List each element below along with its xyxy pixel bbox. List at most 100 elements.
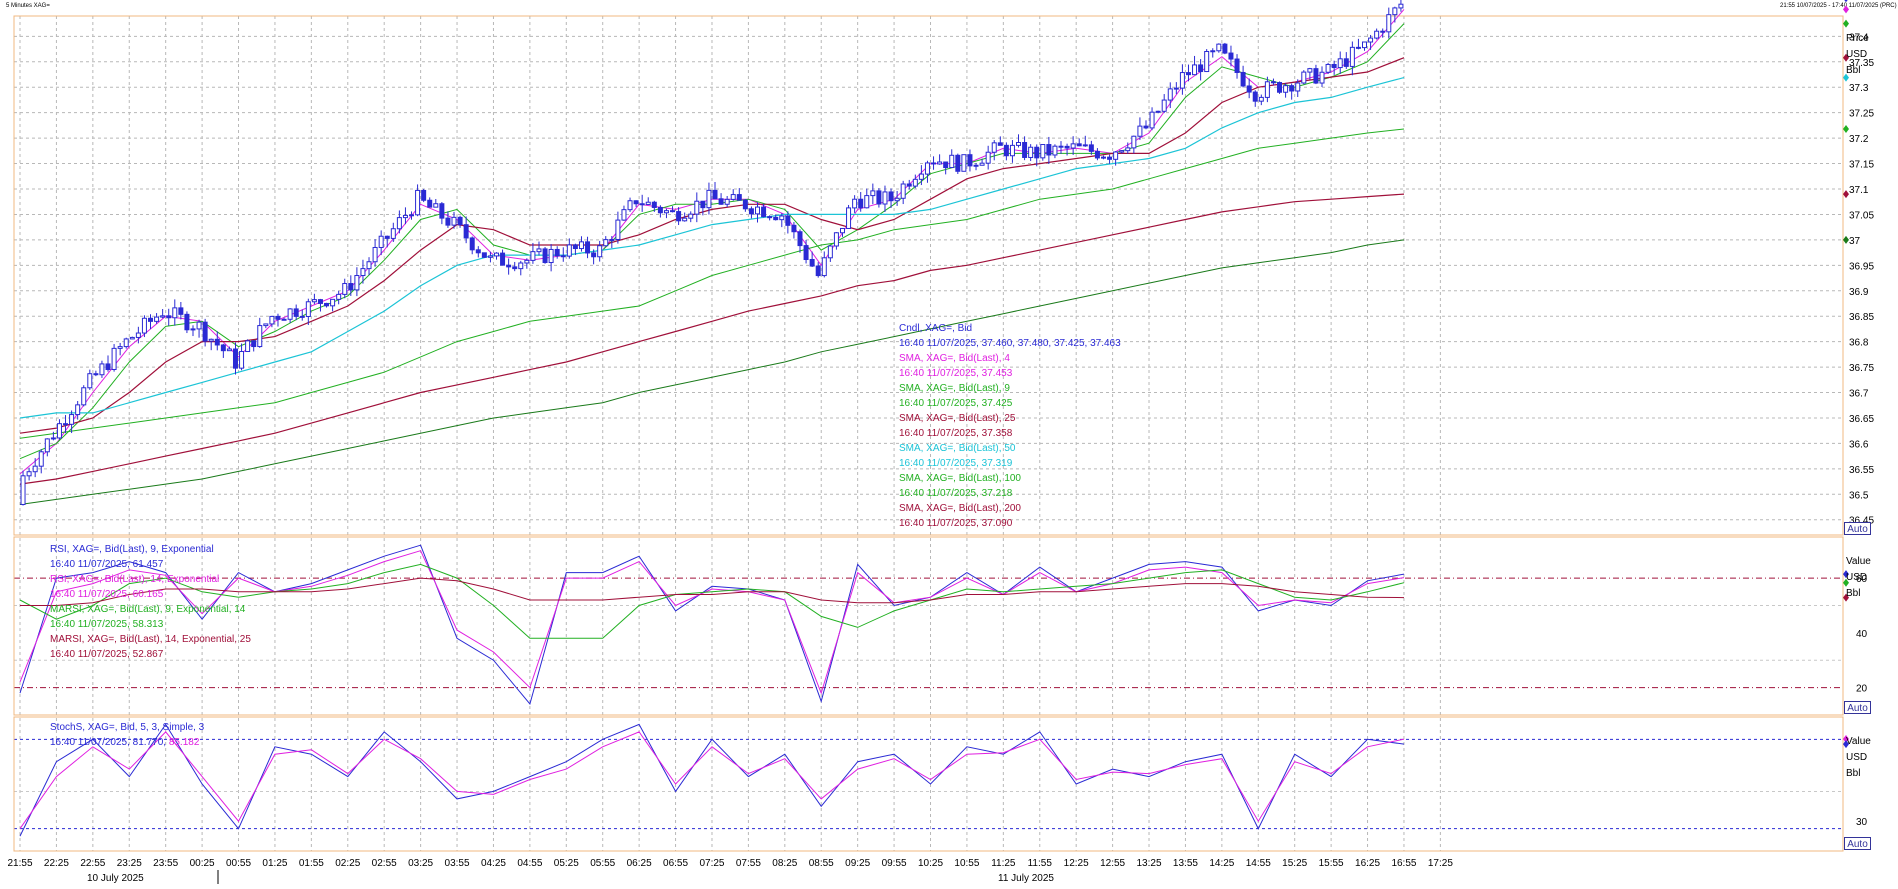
time-label: 04:25: [481, 858, 506, 869]
price-marker: [1844, 0, 1848, 3]
candle-body: [226, 348, 232, 352]
price-tick-label: 37: [1849, 236, 1861, 247]
time-label: 00:55: [226, 858, 251, 869]
time-label: 01:55: [299, 858, 324, 869]
stoch-k-value: 16:40 11/07/2025, 81.770,: [50, 737, 169, 748]
candle-body: [257, 325, 263, 348]
candle-body: [1088, 144, 1094, 152]
candle-body: [208, 338, 214, 342]
candle-body: [621, 209, 627, 221]
candle-body: [75, 404, 81, 416]
time-label: 06:55: [663, 858, 688, 869]
candle-body: [160, 315, 166, 318]
rsi9-marker: [1843, 570, 1849, 579]
candle-body: [882, 191, 888, 205]
price-tick-label: 36.45: [1849, 516, 1874, 527]
candle-body: [918, 173, 924, 180]
stoch-auto-button[interactable]: Auto: [1844, 837, 1871, 850]
time-label: 02:55: [372, 858, 397, 869]
candle-body: [1185, 72, 1191, 76]
candle-body: [633, 200, 639, 205]
candle-body: [1252, 91, 1258, 102]
candle-body: [311, 299, 317, 303]
candle-body: [372, 246, 378, 263]
candle-body: [682, 217, 688, 222]
candle-body: [1064, 145, 1070, 149]
candle-body: [281, 318, 287, 321]
candle-body: [779, 215, 785, 221]
stoch-axis-title-3: Bbl: [1846, 768, 1861, 779]
sma25-marker: [1843, 53, 1849, 62]
candle-body: [700, 200, 706, 209]
candle-body: [742, 199, 748, 210]
candle-body: [991, 142, 997, 153]
candle-body: [20, 475, 26, 505]
candle-body: [1295, 82, 1301, 92]
candle-body: [924, 162, 930, 175]
candle-body: [148, 317, 154, 322]
candle-body: [967, 154, 973, 167]
candle-body: [1094, 150, 1100, 159]
price-tick-label: 37.35: [1849, 58, 1874, 69]
candle-body: [299, 315, 305, 318]
candle-body: [1009, 144, 1015, 157]
sma200-marker: [1843, 190, 1849, 199]
range-label: 21:55 10/07/2025 - 17:40 11/07/2025 (PRC…: [1780, 3, 1897, 9]
candle-body: [63, 423, 69, 426]
candle-body: [597, 245, 603, 258]
candle-body: [785, 215, 791, 226]
candle-body: [985, 151, 991, 164]
candle-body: [821, 257, 827, 277]
y-tick-labels: 37.4 37.35 37.3 37.25 37.2 37.15 37.1 37.05 37 36…: [1849, 32, 1874, 828]
candles: [20, 0, 1404, 506]
candle-body: [858, 198, 864, 209]
axis-markers: [1843, 0, 1849, 749]
price-legend-line: SMA, XAG=, Bid(Last), 50: [899, 443, 1016, 454]
candle-body: [366, 261, 372, 270]
stoch-d-value: 85.182: [169, 737, 200, 748]
time-label: 02:25: [335, 858, 360, 869]
candle-body: [427, 199, 433, 208]
rsi-auto-button[interactable]: Auto: [1844, 701, 1871, 714]
rsi-legend-line: RSI, XAG=, Bid(Last), 9, Exponential: [50, 544, 214, 555]
price-axis-title-3: Bbl: [1846, 65, 1861, 76]
candle-body: [1173, 87, 1179, 90]
candle-body: [190, 328, 196, 331]
time-label: 21:55: [7, 858, 32, 869]
candle-body: [469, 237, 475, 251]
candle-body: [1283, 85, 1289, 93]
price-tick-label: 37.3: [1849, 83, 1869, 94]
candle-body: [1143, 125, 1149, 129]
price-auto-button[interactable]: Auto: [1844, 522, 1871, 535]
candle-body: [1198, 64, 1204, 73]
candle-body: [154, 316, 160, 322]
candle-body: [330, 298, 336, 307]
price-legend-line: SMA, XAG=, Bid(Last), 9: [899, 383, 1010, 394]
candle-body: [724, 198, 730, 205]
price-tick-label: 36.7: [1849, 389, 1869, 400]
sma-line-1: [19, 9, 1405, 475]
candle-body: [324, 302, 330, 307]
rsi-tick-label: 40: [1856, 629, 1868, 640]
candle-body: [287, 308, 293, 320]
time-label: 13:55: [1173, 858, 1198, 869]
candle-body: [803, 245, 809, 261]
candle-body: [184, 313, 190, 331]
candle-body: [360, 268, 366, 277]
stoch-tick-label: 30: [1856, 817, 1868, 828]
candle-body: [1040, 144, 1046, 159]
candle-body: [1392, 7, 1398, 16]
rsi-panel-frame: [13, 536, 1844, 716]
candle-body: [348, 283, 354, 291]
candle-body: [900, 183, 906, 199]
window-title: 5 Minutes XAG=: [6, 3, 50, 9]
rsi-axis-title-2: USD: [1846, 572, 1868, 583]
candle-body: [839, 227, 845, 234]
candle-body: [524, 259, 530, 264]
candle-body: [500, 252, 506, 266]
candle-body: [627, 200, 633, 211]
candle-body: [663, 210, 669, 214]
candle-body: [232, 348, 238, 369]
candle-body: [1222, 43, 1228, 54]
